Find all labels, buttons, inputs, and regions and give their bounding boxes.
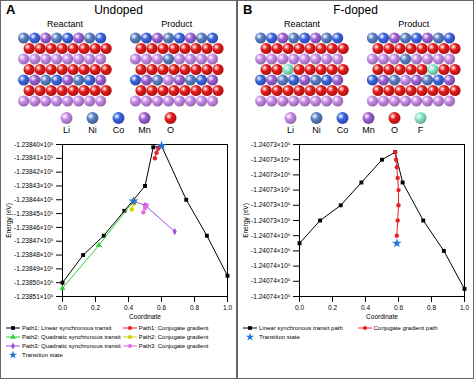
svg-text:Energy (eV): Energy (eV) [242, 203, 250, 238]
html-text:F-doped: F-doped [333, 3, 378, 17]
html-text:A: A [6, 2, 16, 17]
svg-text:-1.23845×10⁵: -1.23845×10⁵ [14, 210, 54, 217]
html-text:Path1: Linear synchronous tran: Path1: Linear synchronous transit [22, 325, 112, 331]
svg-text:1.0: 1.0 [223, 304, 232, 311]
svg-text:-1.23850×10⁵: -1.23850×10⁵ [14, 279, 54, 286]
svg-text:0.0: 0.0 [295, 304, 304, 311]
svg-text:Reactant: Reactant [284, 19, 321, 29]
svg-text:1.0: 1.0 [460, 304, 469, 311]
svg-text:O: O [167, 125, 174, 135]
html-text:Conjugate gradient path: Conjugate gradient path [373, 325, 438, 331]
svg-text:Li: Li [63, 125, 70, 135]
svg-text:-1.24074×10⁵: -1.24074×10⁵ [251, 277, 291, 284]
svg-text:0.4: 0.4 [124, 304, 133, 311]
svg-text:-1.24074×10⁵: -1.24074×10⁵ [251, 232, 291, 239]
svg-text:0.8: 0.8 [190, 304, 199, 311]
svg-text:0.2: 0.2 [328, 304, 337, 311]
svg-text:-1.23848×10⁵: -1.23848×10⁵ [14, 251, 54, 258]
svg-text:-1.23851×10⁵: -1.23851×10⁵ [14, 293, 54, 300]
svg-text:-1.23842×10⁵: -1.23842×10⁵ [14, 168, 54, 175]
html-text:Transition state: Transition state [22, 352, 63, 358]
svg-text:-1.23849×10⁵: -1.23849×10⁵ [14, 265, 54, 272]
svg-text:-1.23846×10⁵: -1.23846×10⁵ [14, 223, 54, 230]
svg-text:Coordinate: Coordinate [366, 313, 398, 320]
svg-text:0.8: 0.8 [427, 304, 436, 311]
svg-text:F: F [418, 125, 424, 135]
svg-text:-1.24073×10⁵: -1.24073×10⁵ [251, 217, 291, 224]
svg-text:-1.24073×10⁵: -1.24073×10⁵ [251, 156, 291, 163]
svg-text:-1.24074×10⁵: -1.24074×10⁵ [251, 293, 291, 300]
svg-text:-1.24073×10⁵: -1.24073×10⁵ [251, 201, 291, 208]
html-text:Linear synchronous transit pat: Linear synchronous transit path [259, 325, 343, 331]
svg-text:Coordinate: Coordinate [129, 313, 161, 320]
svg-text:-1.23843×10⁵: -1.23843×10⁵ [14, 182, 54, 189]
svg-text:Co: Co [337, 125, 349, 135]
svg-text:Product: Product [161, 19, 193, 29]
html-text:Path3: Conjugate gradient: Path3: Conjugate gradient [138, 343, 209, 349]
html-text:Undoped: Undoped [94, 3, 143, 17]
svg-text:Product: Product [398, 19, 430, 29]
svg-text:Energy (eV): Energy (eV) [5, 203, 13, 238]
html-text:Path3: Quadratic synchronous t: Path3: Quadratic synchronous transit [22, 343, 121, 349]
svg-text:-1.23841×10⁵: -1.23841×10⁵ [14, 154, 54, 161]
svg-text:O: O [391, 125, 398, 135]
svg-text:Mn: Mn [362, 125, 375, 135]
svg-text:0.6: 0.6 [394, 304, 403, 311]
svg-text:-1.24074×10⁵: -1.24074×10⁵ [251, 247, 291, 254]
html-text:Path2: Conjugate gradient: Path2: Conjugate gradient [138, 334, 209, 340]
svg-text:0.6: 0.6 [157, 304, 166, 311]
svg-text:0.4: 0.4 [361, 304, 370, 311]
svg-text:Co: Co [113, 125, 125, 135]
svg-text:-1.23847×10⁵: -1.23847×10⁵ [14, 237, 54, 244]
html-text:Path2: Quadratic synchronous t: Path2: Quadratic synchronous transit [22, 334, 121, 340]
svg-text:0.2: 0.2 [91, 304, 100, 311]
svg-text:-1.24074×10⁵: -1.24074×10⁵ [251, 262, 291, 269]
svg-text:Ni: Ni [88, 125, 97, 135]
html-text:Transition state: Transition state [259, 334, 300, 340]
svg-text:-1.24073×10⁵: -1.24073×10⁵ [251, 141, 291, 148]
svg-text:Li: Li [287, 125, 294, 135]
svg-text:-1.23840×10⁵: -1.23840×10⁵ [14, 141, 54, 148]
html-text:Path1: Conjugate gradient: Path1: Conjugate gradient [138, 325, 209, 331]
svg-text:-1.24073×10⁵: -1.24073×10⁵ [251, 171, 291, 178]
svg-text:0.0: 0.0 [58, 304, 67, 311]
svg-text:-1.23844×10⁵: -1.23844×10⁵ [14, 196, 54, 203]
svg-text:-1.24073×10⁵: -1.24073×10⁵ [251, 186, 291, 193]
svg-text:Reactant: Reactant [47, 19, 84, 29]
svg-text:Mn: Mn [138, 125, 151, 135]
html-text:B: B [243, 2, 253, 17]
svg-text:Ni: Ni [312, 125, 321, 135]
